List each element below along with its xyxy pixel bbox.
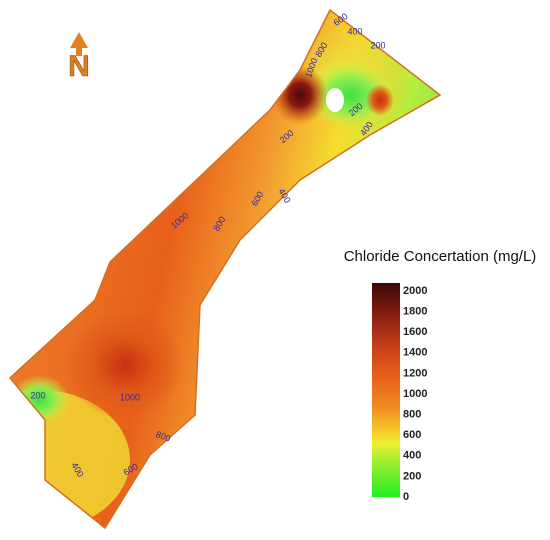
arrow-head	[70, 32, 88, 56]
colorbar	[372, 283, 400, 497]
north-label: N	[68, 50, 90, 83]
contour-label: 400	[347, 26, 362, 36]
colorbar-tick-label: 1800	[403, 306, 427, 318]
contour-label: 800	[154, 429, 172, 444]
strip-outline	[8, 8, 442, 530]
colorbar-tick-label: 1200	[403, 367, 427, 379]
contour-label: 200	[30, 390, 45, 400]
north-arrow: N	[68, 32, 90, 83]
colorbar-ticks: 0 200 400 600 800 1000 1200 1400 1600 1800 2000	[403, 285, 427, 503]
colorbar-tick-label: 1000	[403, 388, 427, 400]
colorbar-tick-label: 1400	[403, 347, 427, 359]
colorbar-tick-label: 600	[403, 429, 421, 441]
colorbar-tick-label: 400	[403, 450, 421, 462]
colorbar-tick-label: 1600	[403, 326, 427, 338]
legend-title: Chloride Concertation (mg/L)	[344, 248, 537, 265]
colorbar-tick-label: 800	[403, 409, 421, 421]
colorbar-tick-label: 0	[403, 491, 409, 503]
contour-label: 1000	[120, 392, 140, 402]
colorbar-tick-label: 200	[403, 470, 421, 482]
colorbar-tick-label: 2000	[403, 285, 427, 297]
contour-label: 200	[370, 40, 385, 50]
